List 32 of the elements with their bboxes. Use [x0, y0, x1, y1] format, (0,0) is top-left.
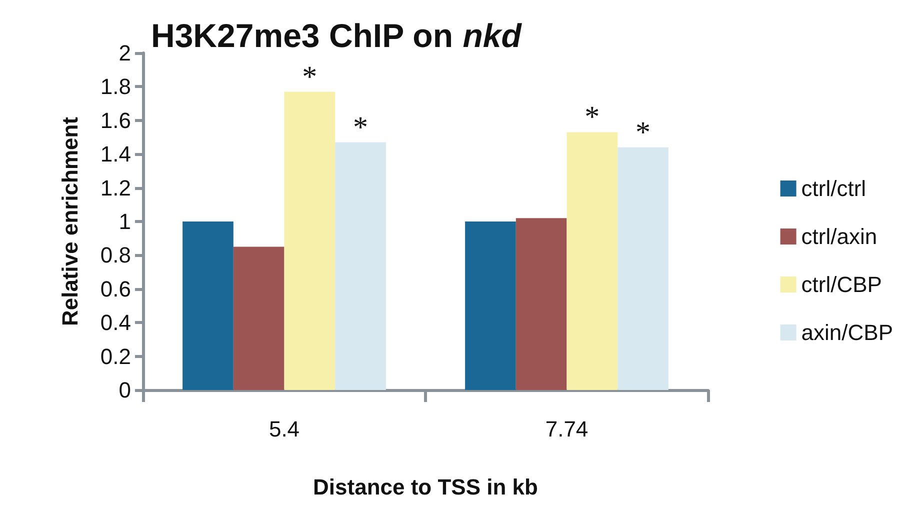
chart-title: H3K27me3 ChIP on nkd [151, 17, 522, 54]
y-tick-label: 2 [118, 40, 131, 66]
y-tick-label: 1 [118, 209, 131, 234]
bar [335, 142, 386, 390]
y-tick-label: 0 [118, 378, 131, 402]
bar [566, 132, 618, 390]
x-axis-title: Distance to TSS in kb [313, 474, 538, 500]
bar [182, 222, 234, 390]
y-tick-label: 0.8 [100, 242, 131, 268]
y-tick-label: 1.6 [100, 108, 131, 133]
legend-label: ctrl/ctrl [801, 176, 866, 201]
legend-label: axin/CBP [801, 320, 894, 345]
x-tick-label: 5.4 [268, 416, 300, 442]
y-tick-label: 1.4 [100, 142, 131, 167]
y-tick-label: 1.8 [100, 74, 131, 100]
y-tick-label: 0.4 [100, 310, 131, 336]
bar [233, 246, 284, 390]
data-label: * [353, 110, 368, 144]
y-tick-label: 0.6 [100, 276, 131, 302]
y-axis-title: Relative enrichment [58, 116, 82, 326]
data-label: * [302, 60, 318, 94]
data-label: * [584, 100, 600, 134]
y-tick-label: 0.2 [100, 344, 131, 369]
bar [284, 92, 336, 390]
bar [465, 222, 516, 390]
legend-label: ctrl/CBP [801, 272, 882, 297]
legend-label: ctrl/axin [801, 224, 878, 249]
x-tick-label: 7.74 [545, 416, 588, 442]
bar [618, 147, 668, 390]
y-tick-label: 1.2 [100, 175, 131, 200]
bar [516, 218, 567, 390]
data-label: * [636, 116, 651, 149]
